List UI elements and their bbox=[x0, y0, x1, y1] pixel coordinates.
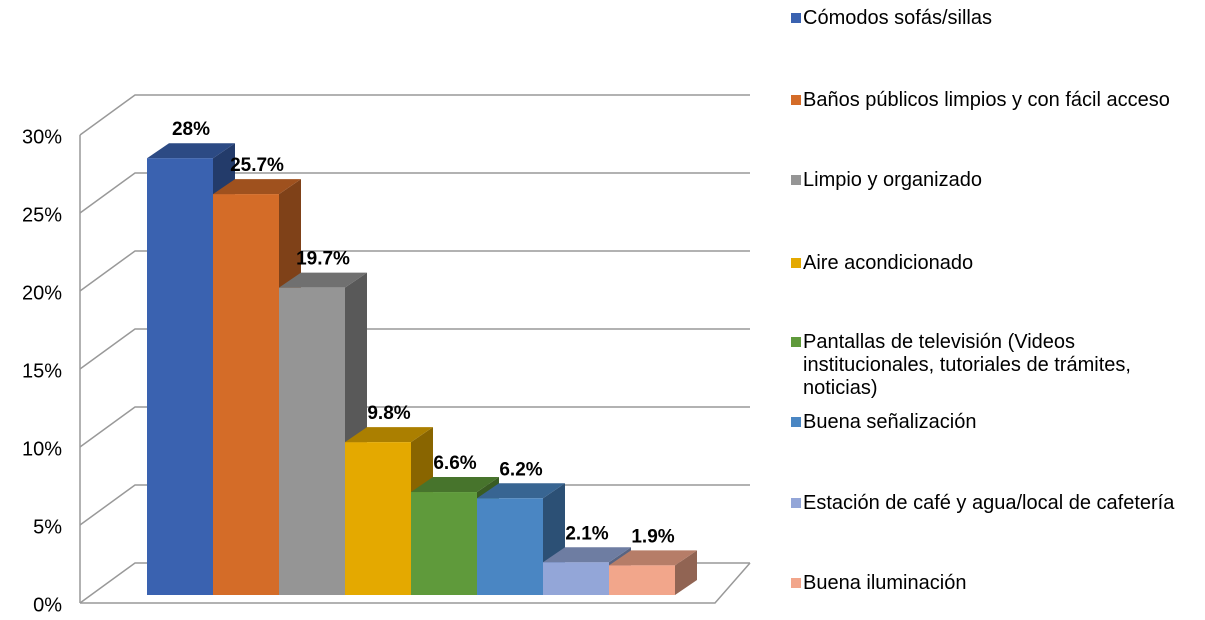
bar-top bbox=[411, 477, 499, 493]
grid-line bbox=[79, 250, 750, 292]
y-tick-label: 10% bbox=[22, 438, 62, 460]
bar-top bbox=[147, 143, 235, 159]
data-label: 25.7% bbox=[230, 155, 284, 176]
legend-label: Baños públicos limpios y con fácil acces… bbox=[803, 89, 1170, 111]
bar-side bbox=[675, 550, 697, 595]
y-tick-label: 30% bbox=[22, 126, 62, 148]
y-tick-label: 20% bbox=[22, 282, 62, 304]
legend-swatch bbox=[791, 498, 801, 508]
bar bbox=[345, 442, 411, 595]
y-tick-label: 15% bbox=[22, 360, 62, 382]
y-tick-label: 5% bbox=[33, 516, 62, 538]
data-label: 28% bbox=[172, 119, 210, 140]
data-label: 2.1% bbox=[565, 523, 608, 544]
bar bbox=[609, 565, 675, 595]
bar-top bbox=[345, 427, 433, 443]
legend-label: Buena señalización bbox=[803, 411, 977, 433]
grid-line bbox=[79, 172, 750, 214]
legend-label: Pantallas de televisión (Videos instituc… bbox=[803, 331, 1131, 399]
bar bbox=[411, 492, 477, 595]
legend-item: Aire acondicionado bbox=[791, 252, 1198, 275]
bar-top bbox=[477, 483, 565, 499]
bar bbox=[147, 158, 213, 595]
legend-item: Buena iluminación bbox=[791, 572, 1198, 595]
grid-line bbox=[79, 328, 750, 370]
legend-item: Cómodos sofás/sillas bbox=[791, 7, 1198, 30]
y-tick-label: 25% bbox=[22, 204, 62, 226]
bar bbox=[213, 194, 279, 595]
legend-swatch bbox=[791, 175, 801, 185]
legend-swatch bbox=[791, 417, 801, 427]
legend-label: Limpio y organizado bbox=[803, 169, 982, 191]
legend-item: Limpio y organizado bbox=[791, 169, 1198, 192]
legend-item: Estación de café y agua/local de cafeter… bbox=[791, 492, 1198, 515]
bar-top bbox=[609, 550, 697, 566]
grid-line bbox=[79, 94, 750, 136]
legend-label: Buena iluminación bbox=[803, 572, 967, 594]
y-tick-label: 0% bbox=[33, 594, 62, 616]
data-label: 6.6% bbox=[433, 453, 476, 474]
legend-swatch bbox=[791, 578, 801, 588]
legend-item: Buena señalización bbox=[791, 411, 1198, 434]
legend-swatch bbox=[791, 95, 801, 105]
legend-label: Estación de café y agua/local de cafeter… bbox=[803, 492, 1175, 514]
bar bbox=[477, 498, 543, 595]
data-label: 9.8% bbox=[367, 403, 410, 424]
legend-item: Baños públicos limpios y con fácil acces… bbox=[791, 89, 1198, 112]
legend-item: Pantallas de televisión (Videos instituc… bbox=[791, 331, 1198, 400]
data-label: 6.2% bbox=[499, 459, 542, 480]
bar-top bbox=[213, 179, 301, 195]
data-label: 19.7% bbox=[296, 249, 350, 270]
bar-top bbox=[279, 272, 367, 288]
bar bbox=[279, 287, 345, 595]
floor bbox=[80, 562, 751, 604]
legend-label: Aire acondicionado bbox=[803, 252, 974, 274]
legend-label: Cómodos sofás/sillas bbox=[803, 7, 992, 29]
legend-swatch bbox=[791, 258, 801, 268]
grid-line bbox=[79, 406, 750, 448]
bar-top bbox=[543, 547, 631, 563]
legend-swatch bbox=[791, 13, 801, 23]
bar bbox=[543, 562, 609, 595]
legend-swatch bbox=[791, 337, 801, 347]
data-label: 1.9% bbox=[631, 526, 674, 547]
